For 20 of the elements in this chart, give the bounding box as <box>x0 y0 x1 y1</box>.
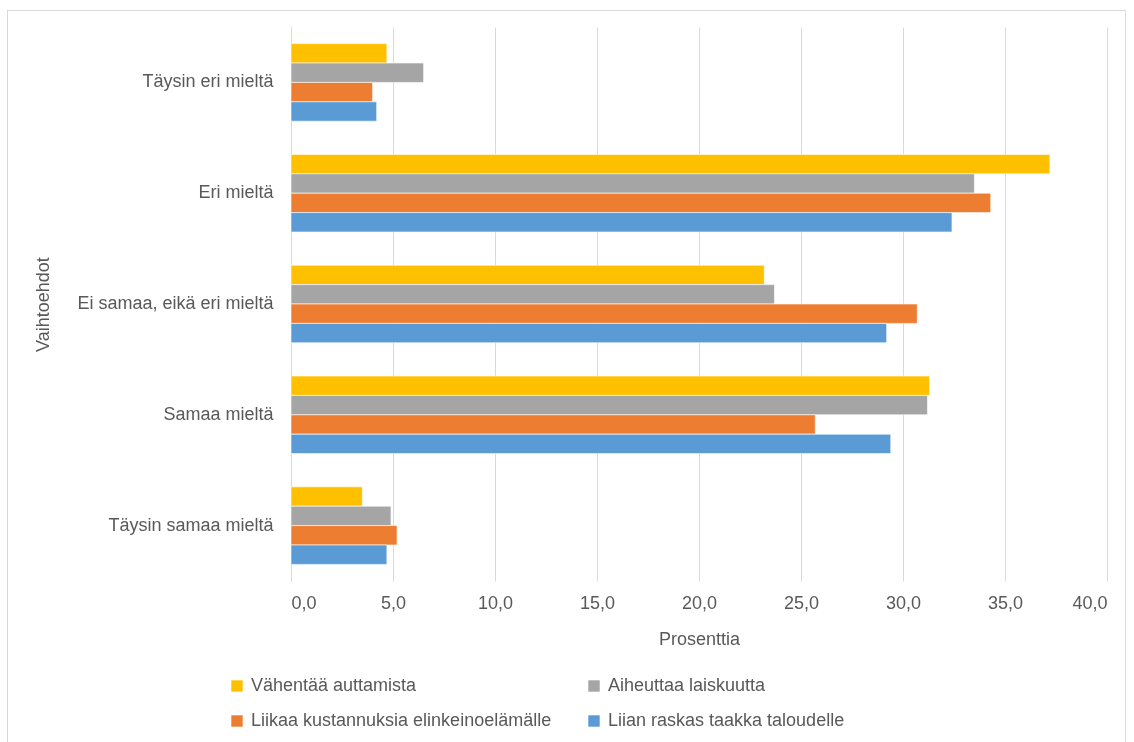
x-tick-label: 20,0 <box>681 592 718 613</box>
x-tick-label: 5,0 <box>380 592 407 613</box>
y-tick-label: Ei samaa, eikä eri mieltä <box>77 293 275 313</box>
y-axis-title: Vaihtoehdot <box>32 257 53 352</box>
x-tick-label: 40,0 <box>1072 592 1108 613</box>
x-tick-label: 35,0 <box>987 592 1024 613</box>
y-tick-label: Täysin eri mieltä <box>142 71 275 92</box>
y-tick-label: Samaa mieltä <box>163 403 275 424</box>
x-axis-title: Prosenttia <box>658 628 742 649</box>
x-tick-label: 0,0 <box>291 592 317 613</box>
legend-label: Vähentää auttamista <box>251 675 418 695</box>
legend-label: Liian raskas taakka taloudelle <box>608 710 845 730</box>
x-tick-label: 10,0 <box>477 592 514 613</box>
x-tick-label: 25,0 <box>783 592 820 613</box>
x-tick-label: 30,0 <box>885 592 922 613</box>
y-tick-label: Eri mieltä <box>198 182 275 203</box>
x-tick-label: 15,0 <box>579 592 616 613</box>
legend-label: Liikaa kustannuksia elinkeinoelämälle <box>251 710 552 730</box>
legend-label: Aiheuttaa laiskuutta <box>608 675 767 695</box>
y-tick-label: Täysin samaa mieltä <box>108 514 275 535</box>
